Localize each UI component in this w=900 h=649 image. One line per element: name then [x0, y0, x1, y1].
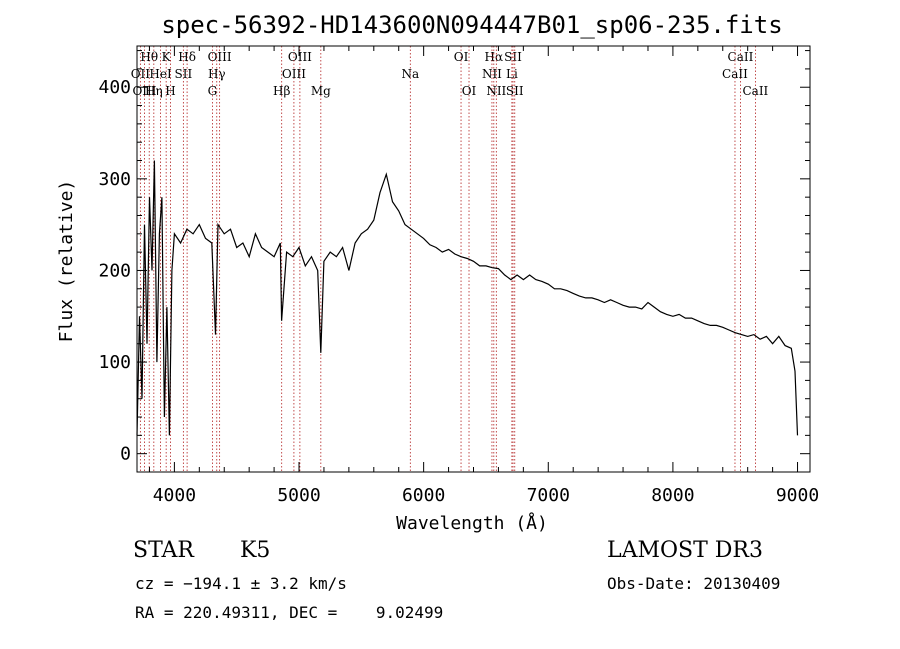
coordinates-readout: RA = 220.49311, DEC = 9.02499	[135, 603, 444, 622]
y-tick-label: 200	[98, 260, 131, 281]
y-axis-label: Flux (relative)	[56, 180, 77, 343]
redshift-readout: cz = −194.1 ± 3.2 km/s	[135, 574, 347, 593]
spectral-line-label: Mg	[311, 84, 331, 98]
object-class: STAR	[133, 538, 194, 563]
y-tick-label: 300	[98, 169, 131, 190]
spectral-line-label: OIII	[288, 50, 312, 64]
spectral-line-label: OIII	[208, 50, 232, 64]
spectral-line-label: OI	[462, 84, 477, 98]
spectral-line-label: OIII	[282, 67, 306, 81]
spectral-line-label: Hδ	[178, 50, 196, 64]
spectral-line-label: CaII	[728, 50, 754, 64]
y-tick-label: 400	[98, 77, 131, 98]
spectral-line-label: NII	[486, 84, 506, 98]
spectral-line-label: Hα	[485, 50, 504, 64]
y-tick-label: 0	[120, 444, 131, 465]
spectral-line-label: Hθ	[140, 50, 158, 64]
spectral-line-label: OII	[131, 67, 151, 81]
spectral-line-label: CaII	[722, 67, 748, 81]
spectral-line-label: K	[162, 50, 172, 64]
x-axis: 4000 5000 6000 7000 8000 9000	[148, 46, 819, 506]
spectral-line-label: G	[208, 84, 218, 98]
x-tick-label: 4000	[153, 485, 196, 506]
spectrum-series-line	[136, 160, 799, 436]
x-tick-label: 7000	[527, 485, 570, 506]
chart-title: spec-56392-HD143600N094447B01_sp06-235.f…	[161, 11, 782, 39]
spectral-line-label: H	[165, 84, 175, 98]
spectral-line-label: Hη	[145, 84, 163, 98]
spectral-line-label: SII	[504, 50, 522, 64]
spectral-line-label: NII	[482, 67, 502, 81]
spectral-line-label: OI	[454, 50, 469, 64]
y-axis: 0 100 200 300 400	[98, 50, 810, 465]
x-tick-label: 8000	[651, 485, 694, 506]
object-subclass: K5	[240, 538, 271, 563]
x-tick-label: 6000	[402, 485, 445, 506]
survey-name: LAMOST DR3	[607, 538, 763, 563]
spectral-line-label: Hγ	[208, 67, 226, 81]
y-tick-label: 100	[98, 352, 131, 373]
x-tick-label: 9000	[776, 485, 819, 506]
spectral-line-label: Hβ	[273, 84, 290, 98]
x-axis-label: Wavelength (Å)	[396, 512, 548, 534]
spectral-line-label: CaII	[742, 84, 768, 98]
observation-date: Obs-Date: 20130409	[607, 574, 781, 593]
x-tick-label: 5000	[277, 485, 320, 506]
plot-frame	[136, 45, 811, 473]
spectral-line-label: SII	[175, 67, 193, 81]
spectral-line-label: Na	[401, 67, 419, 81]
spectral-line-label: SII	[506, 84, 524, 98]
spectral-line-label: Li	[506, 67, 518, 81]
spectral-line-label: HeI	[149, 67, 172, 81]
